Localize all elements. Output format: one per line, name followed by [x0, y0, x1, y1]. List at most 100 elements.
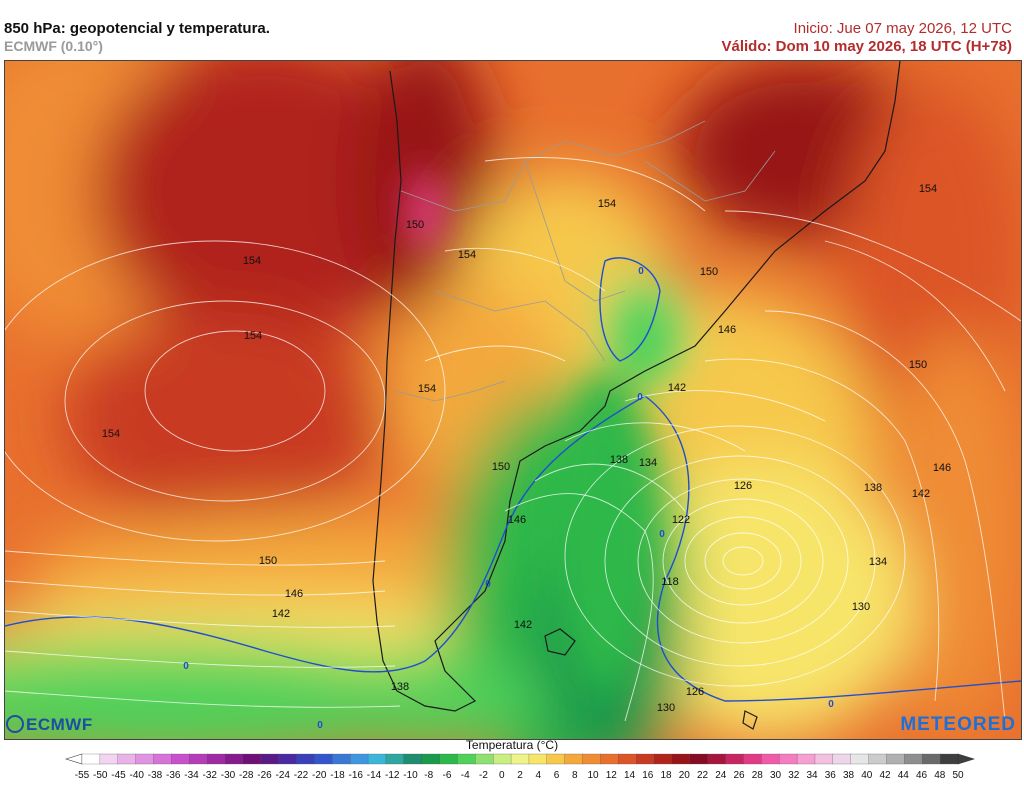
- valid-time: Válido: Dom 10 may 2026, 18 UTC (H+78): [721, 38, 1012, 55]
- temperature-legend: -55 -50 -45 -40 -38 -36 -34 -32 -30 -28 -26 -24 -22-…: [64, 753, 976, 781]
- forecast-map[interactable]: 154 150 154 154 154 154 154 154 150 146 …: [4, 60, 1022, 740]
- contour-label: 150: [259, 555, 277, 567]
- contour-label: 142: [514, 619, 532, 631]
- contour-label: 146: [933, 462, 951, 474]
- contour-labels: 154 150 154 154 154 154 154 154 150 146 …: [102, 183, 951, 714]
- legend-swatch: [832, 753, 852, 765]
- legend-tick-label: 28: [752, 770, 764, 781]
- zero-isotherm: [5, 257, 1021, 702]
- contour-label: 130: [852, 601, 870, 613]
- legend-tick-label: -10: [403, 770, 418, 781]
- legend-tick-label: 32: [788, 770, 800, 781]
- legend-swatch: [242, 753, 262, 765]
- cold-core-shading: [407, 171, 675, 691]
- legend-tick-label: 40: [861, 770, 873, 781]
- legend-tick-label: -18: [330, 770, 345, 781]
- legend-tick-label: -32: [203, 770, 218, 781]
- legend-swatch: [618, 753, 637, 765]
- legend-swatch: [457, 753, 476, 765]
- contour-label: 130: [657, 702, 675, 714]
- zero-label: 0: [638, 266, 644, 277]
- header: 850 hPa: geopotencial y temperatura. ECM…: [0, 0, 1024, 60]
- legend-swatch: [296, 753, 315, 765]
- legend-tick-label: -45: [111, 770, 126, 781]
- legend-swatch: [761, 753, 780, 765]
- legend-tick-label: 26: [733, 770, 745, 781]
- legend-tick-label: 44: [898, 770, 910, 781]
- legend-swatch: [796, 753, 816, 765]
- legend-swatch: [886, 753, 905, 765]
- map-title: 850 hPa: geopotencial y temperatura.: [4, 20, 270, 37]
- legend-swatch: [260, 753, 280, 765]
- contour-label: 150: [700, 266, 718, 278]
- legend-tick-label: 0: [499, 770, 505, 781]
- zero-label: 0: [317, 720, 323, 731]
- contour-label: 146: [285, 588, 303, 600]
- legend-swatch: [564, 753, 584, 765]
- legend-swatch: [153, 753, 172, 765]
- legend-tick-label: 38: [843, 770, 855, 781]
- zero-label: 0: [659, 529, 665, 540]
- legend-swatch: [743, 753, 762, 765]
- legend-swatch: [421, 753, 441, 765]
- legend-swatch: [99, 753, 119, 765]
- contour-label: 126: [686, 686, 704, 698]
- contour-label: 154: [418, 383, 436, 395]
- legend-tick-label: 12: [606, 770, 618, 781]
- legend-swatch: [189, 753, 208, 765]
- legend-swatch: [171, 753, 190, 765]
- contour-label: 142: [272, 608, 290, 620]
- legend-tick-label: 20: [679, 770, 691, 781]
- legend-tick-label: -8: [424, 770, 433, 781]
- legend-tick-label: 16: [642, 770, 654, 781]
- legend-swatch: [814, 753, 834, 765]
- legend-swatch: [528, 753, 548, 765]
- legend-colorbar: [64, 753, 976, 765]
- legend-tick-label: -2: [479, 770, 488, 781]
- legend-swatch: [403, 753, 423, 765]
- coastline: [372, 61, 901, 730]
- legend-tick-label: -14: [367, 770, 382, 781]
- legend-tick-labels: -55 -50 -45 -40 -38 -36 -34 -32 -30 -28 -26 -24 -22-…: [75, 770, 964, 781]
- model-label: ECMWF (0.10°): [4, 38, 103, 54]
- legend-tick-label: 42: [879, 770, 891, 781]
- contour-label: 154: [243, 255, 261, 267]
- legend-tick-label: 50: [952, 770, 964, 781]
- legend-swatch: [707, 753, 727, 765]
- contour-label: 138: [610, 454, 628, 466]
- legend-swatch: [117, 753, 137, 765]
- legend-tick-label: 4: [535, 770, 541, 781]
- legend-tick-label: 30: [770, 770, 782, 781]
- legend-swatch: [904, 753, 923, 765]
- geopotential-contours: [5, 157, 1021, 722]
- legend-swatch: [546, 753, 566, 765]
- legend-tick-label: -38: [148, 770, 163, 781]
- legend-tick-label: -28: [239, 770, 254, 781]
- contour-label: 146: [718, 324, 736, 336]
- legend-tick-label: -55: [75, 770, 90, 781]
- legend-tick-label: 24: [715, 770, 727, 781]
- legend-tick-label: -30: [221, 770, 236, 781]
- legend-tick-label: 22: [697, 770, 709, 781]
- legend-tick-label: 46: [916, 770, 928, 781]
- zero-isotherm-labels: 0 0 0 0 0 0 0: [183, 266, 834, 731]
- legend-swatch: [81, 753, 101, 765]
- legend-tick-label: 34: [806, 770, 818, 781]
- zero-label: 0: [183, 661, 189, 672]
- temperature-shading: [5, 61, 1021, 739]
- legend-title: Temperatura (°C): [465, 738, 559, 752]
- legend-swatch: [475, 753, 494, 765]
- legend-swatch: [689, 753, 709, 765]
- legend-swatch: [224, 753, 244, 765]
- contour-label: 154: [919, 183, 937, 195]
- legend-swatch: [582, 753, 602, 765]
- contour-label: 138: [391, 681, 409, 693]
- legend-tick-label: -6: [443, 770, 452, 781]
- legend-tick-label: -24: [276, 770, 291, 781]
- legend-swatch: [636, 753, 655, 765]
- political-borders: [394, 120, 776, 402]
- legend-swatch: [206, 753, 226, 765]
- legend-tick-label: 14: [624, 770, 636, 781]
- contour-label: 150: [909, 359, 927, 371]
- legend-swatch: [367, 753, 387, 765]
